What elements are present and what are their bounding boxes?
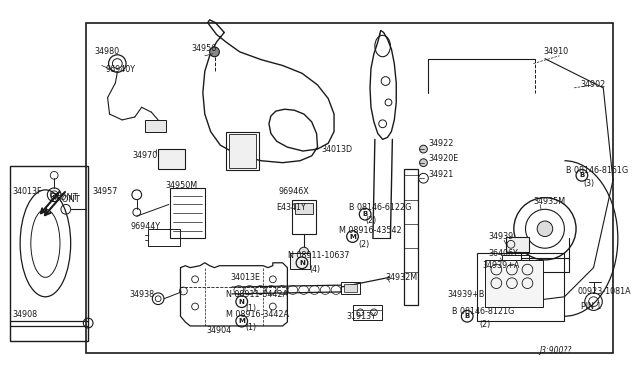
Text: 34013F: 34013F — [12, 187, 42, 196]
Bar — [148, 229, 180, 246]
Text: 34938: 34938 — [129, 291, 154, 299]
Text: B 08146-8121G: B 08146-8121G — [452, 307, 514, 316]
Text: (2): (2) — [480, 320, 491, 328]
Text: 34910: 34910 — [543, 47, 568, 57]
Text: 34957: 34957 — [92, 187, 117, 196]
Text: 96946X: 96946X — [278, 187, 309, 196]
Bar — [86, 23, 613, 353]
Circle shape — [299, 247, 308, 257]
Text: J3:900??: J3:900?? — [539, 346, 572, 355]
Text: (1): (1) — [246, 323, 257, 333]
Text: B: B — [465, 313, 470, 319]
Text: N: N — [299, 260, 305, 266]
Text: 34980: 34980 — [94, 47, 119, 57]
Bar — [521, 258, 569, 272]
Bar — [353, 305, 381, 320]
Bar — [344, 284, 357, 292]
Text: 34956: 34956 — [191, 45, 216, 54]
Text: 34904: 34904 — [207, 326, 232, 335]
Text: 00923-1081A: 00923-1081A — [578, 288, 632, 296]
Text: M: M — [238, 318, 245, 324]
Text: M: M — [349, 234, 356, 240]
Text: 34935M: 34935M — [533, 197, 565, 206]
Text: B: B — [362, 211, 368, 217]
Text: (2): (2) — [358, 240, 369, 249]
Text: E4341Y: E4341Y — [276, 203, 307, 212]
Text: FRONT: FRONT — [49, 193, 78, 202]
Text: 34950M: 34950M — [166, 180, 198, 189]
Text: 34970: 34970 — [133, 151, 158, 160]
Circle shape — [420, 145, 428, 153]
Text: 34013D: 34013D — [321, 145, 353, 154]
Bar — [502, 255, 529, 269]
Text: (3): (3) — [584, 179, 595, 187]
Bar — [506, 237, 529, 252]
Text: N: N — [239, 299, 244, 305]
Text: 34939+B: 34939+B — [448, 291, 485, 299]
Circle shape — [210, 47, 220, 57]
Text: B 08146-6122G: B 08146-6122G — [349, 203, 411, 212]
Text: (4): (4) — [310, 265, 321, 274]
Text: 34013E: 34013E — [230, 273, 260, 282]
Text: N 08911-3442A: N 08911-3442A — [226, 291, 288, 299]
Bar — [484, 260, 543, 307]
Circle shape — [420, 159, 428, 167]
Text: 34920E: 34920E — [428, 154, 459, 163]
Text: 34932M: 34932M — [385, 273, 418, 282]
Bar — [341, 282, 360, 294]
Text: M 08916-43542: M 08916-43542 — [339, 226, 401, 235]
Text: FRONT: FRONT — [51, 195, 80, 204]
Text: N 08911-10637: N 08911-10637 — [289, 251, 350, 260]
Bar — [229, 135, 256, 167]
Bar — [477, 253, 564, 321]
Bar — [158, 149, 186, 169]
Bar — [291, 253, 310, 269]
Bar — [145, 120, 166, 132]
Text: PIN 1: PIN 1 — [581, 302, 602, 311]
Text: 34908: 34908 — [12, 310, 38, 319]
Text: (2): (2) — [365, 217, 376, 225]
Bar — [404, 169, 418, 305]
Bar — [10, 166, 88, 340]
Text: M 08916-3442A: M 08916-3442A — [226, 310, 289, 319]
Text: 34902: 34902 — [580, 80, 605, 89]
Text: 34922: 34922 — [428, 139, 454, 148]
Text: 96940Y: 96940Y — [106, 65, 136, 74]
Text: 31913Y: 31913Y — [347, 312, 376, 321]
Text: 36406Y: 36406Y — [488, 248, 518, 257]
Text: 34939+A: 34939+A — [483, 261, 520, 270]
Text: B: B — [579, 172, 584, 178]
Bar — [170, 188, 205, 238]
Text: 96944Y: 96944Y — [131, 222, 161, 231]
Text: (1): (1) — [246, 304, 257, 313]
Bar — [226, 132, 259, 170]
Text: 34921: 34921 — [428, 170, 454, 179]
Circle shape — [537, 221, 553, 237]
Bar — [295, 202, 313, 214]
Text: 34939: 34939 — [488, 232, 514, 241]
Bar — [292, 200, 316, 234]
Text: B 08146-8161G: B 08146-8161G — [566, 166, 628, 175]
